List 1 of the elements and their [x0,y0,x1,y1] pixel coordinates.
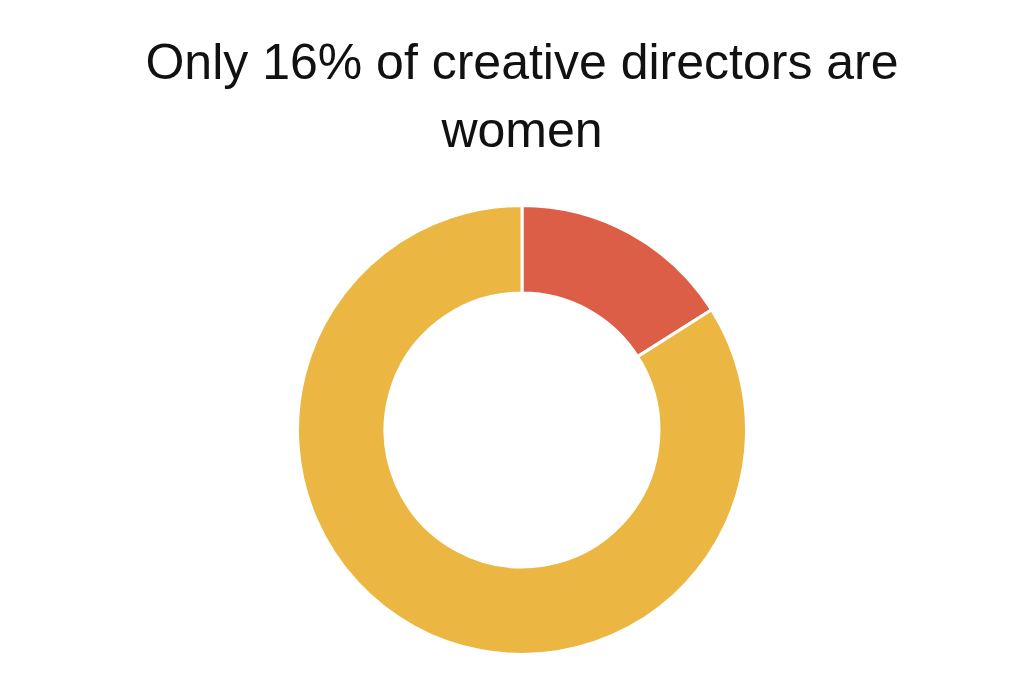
chart-title: Only 16% of creative directors are women [144,33,900,160]
